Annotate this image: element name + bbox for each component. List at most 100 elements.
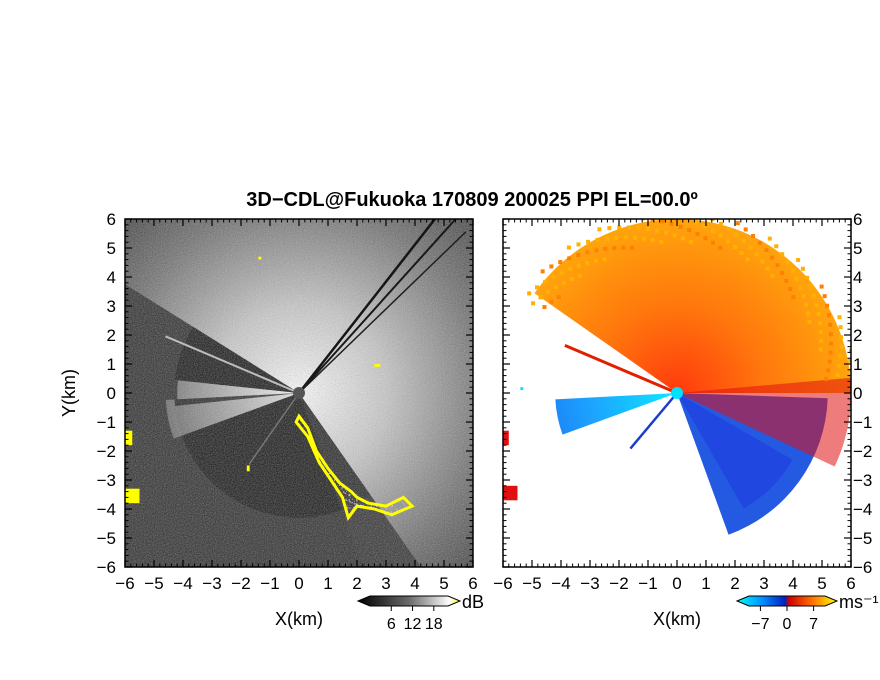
y-tick-label: −4: [97, 500, 116, 519]
velocity-speckle: [828, 322, 833, 327]
velocity-speckle: [818, 330, 823, 335]
x-tick-label: 1: [701, 574, 710, 593]
velocity-beam-ray: [564, 344, 678, 395]
snr-mask-edge: [294, 413, 415, 522]
velocity-beam-ray: [629, 392, 678, 450]
y-tick-label: 1: [853, 355, 862, 374]
velocity-speckle: [688, 239, 693, 244]
y-tick-label: 2: [853, 326, 862, 345]
velocity-speckle: [741, 239, 746, 244]
velocity-speckle: [770, 255, 775, 260]
velocity-speckle: [576, 253, 581, 258]
y-tick-label: −6: [853, 558, 872, 577]
velocity-speckle: [748, 245, 753, 250]
y-tick-label: 3: [853, 297, 862, 316]
velocity-speckle: [754, 252, 759, 257]
x-tick-label: −5: [144, 574, 163, 593]
velocity-speckle: [577, 273, 582, 278]
colorbar-strip: [356, 595, 462, 607]
velocity-speckle: [535, 285, 540, 290]
velocity-speckle: [621, 245, 626, 250]
velocity-speckle: [760, 259, 765, 264]
velocity-blue-core: [677, 393, 793, 509]
velocity-speckle: [822, 294, 827, 299]
velocity-speckle: [790, 268, 795, 273]
velocity-speckle: [607, 226, 612, 231]
velocity-speckle: [594, 248, 599, 253]
y-tick-label: −6: [97, 558, 116, 577]
velocity-speckle: [838, 354, 843, 359]
velocity-speckle: [632, 235, 637, 240]
snr-yellow-mask: [125, 256, 415, 522]
velocity-speckle: [540, 269, 545, 274]
velocity-speckle: [726, 239, 731, 244]
velocity-speckle: [676, 213, 680, 217]
y-tick-label: 6: [107, 210, 116, 229]
colorbar-unit: dB: [462, 592, 484, 612]
velocity-patch: [503, 430, 509, 446]
velocity-speckle: [733, 244, 738, 249]
velocity-speckle: [838, 325, 843, 330]
velocity-speckle: [818, 338, 823, 343]
y-tick-label: −3: [853, 471, 872, 490]
snr-mask-patch: [374, 364, 381, 367]
velocity-speckle: [543, 279, 548, 284]
x-tick-label: 5: [817, 574, 826, 593]
velocity-speckle: [818, 347, 823, 352]
y-tick-label: −4: [853, 500, 872, 519]
velocity-speckle: [645, 227, 650, 232]
velocity-speckle: [561, 280, 566, 285]
velocity-speckle: [826, 313, 831, 318]
velocity-speckle: [597, 227, 602, 232]
velocity-speckle: [687, 228, 692, 233]
velocity-speckle: [702, 224, 707, 229]
velocity-speckle: [531, 301, 536, 306]
chart-title: 3D−CDL@Fukuoka 170809 200025 PPI EL=00.0…: [246, 189, 698, 211]
velocity-speckle: [800, 266, 805, 271]
velocity-red-band: [677, 377, 851, 467]
velocity-speckle: [558, 260, 563, 265]
velocity-speckle: [817, 321, 822, 326]
velocity-speckle: [586, 239, 591, 244]
velocity-speckle: [767, 236, 772, 241]
velocity-speckle: [701, 212, 705, 216]
x-tick-label: −1: [260, 574, 279, 593]
x-tick-label: −6: [115, 574, 134, 593]
x-tick-label: −4: [173, 574, 192, 593]
x-tick-label: −1: [638, 574, 657, 593]
velocity-speckle: [718, 245, 723, 250]
velocity-speckle: [527, 291, 532, 296]
velocity-speckle: [804, 302, 809, 307]
y-tick-label: 3: [107, 297, 116, 316]
velocity-speckle: [848, 358, 851, 363]
velocity-speckle: [829, 341, 834, 346]
y-tick-label: −2: [853, 442, 872, 461]
x-tick-label: 4: [788, 574, 797, 593]
velocity-speckle: [568, 266, 573, 271]
velocity-axes: −6 −5 −4 −3 −2 −1 0 1 2 3 4 5 6 6 5 4 3 2 1 0 −1 −2 −3 −4 −5 −6: [493, 210, 872, 593]
x-tick-label: −4: [551, 574, 570, 593]
x-tick-label: 4: [410, 574, 419, 593]
velocity-speckle: [739, 250, 744, 255]
snr-mask-patch: [125, 488, 140, 504]
x-axis-label-left: X(km): [275, 609, 323, 629]
velocity-speckle: [828, 332, 833, 337]
y-tick-label: 1: [107, 355, 116, 374]
colorbar-tick-label: 12: [404, 616, 422, 633]
velocity-speckle: [837, 363, 842, 368]
velocity-speckle: [816, 312, 821, 317]
y-tick-label: −5: [853, 529, 872, 548]
velocity-speckle: [824, 376, 829, 381]
velocity-speckle: [593, 258, 598, 263]
velocity-speckle: [567, 256, 572, 261]
velocity-speckle: [542, 305, 547, 310]
x-tick-label: −6: [493, 574, 512, 593]
snr-beam-ray: [298, 219, 458, 394]
velocity-speckle: [553, 285, 558, 290]
velocity-speckle: [546, 289, 551, 294]
velocity-speckle: [801, 294, 806, 299]
velocity-speckle: [751, 233, 756, 238]
velocity-speckle: [734, 233, 739, 238]
